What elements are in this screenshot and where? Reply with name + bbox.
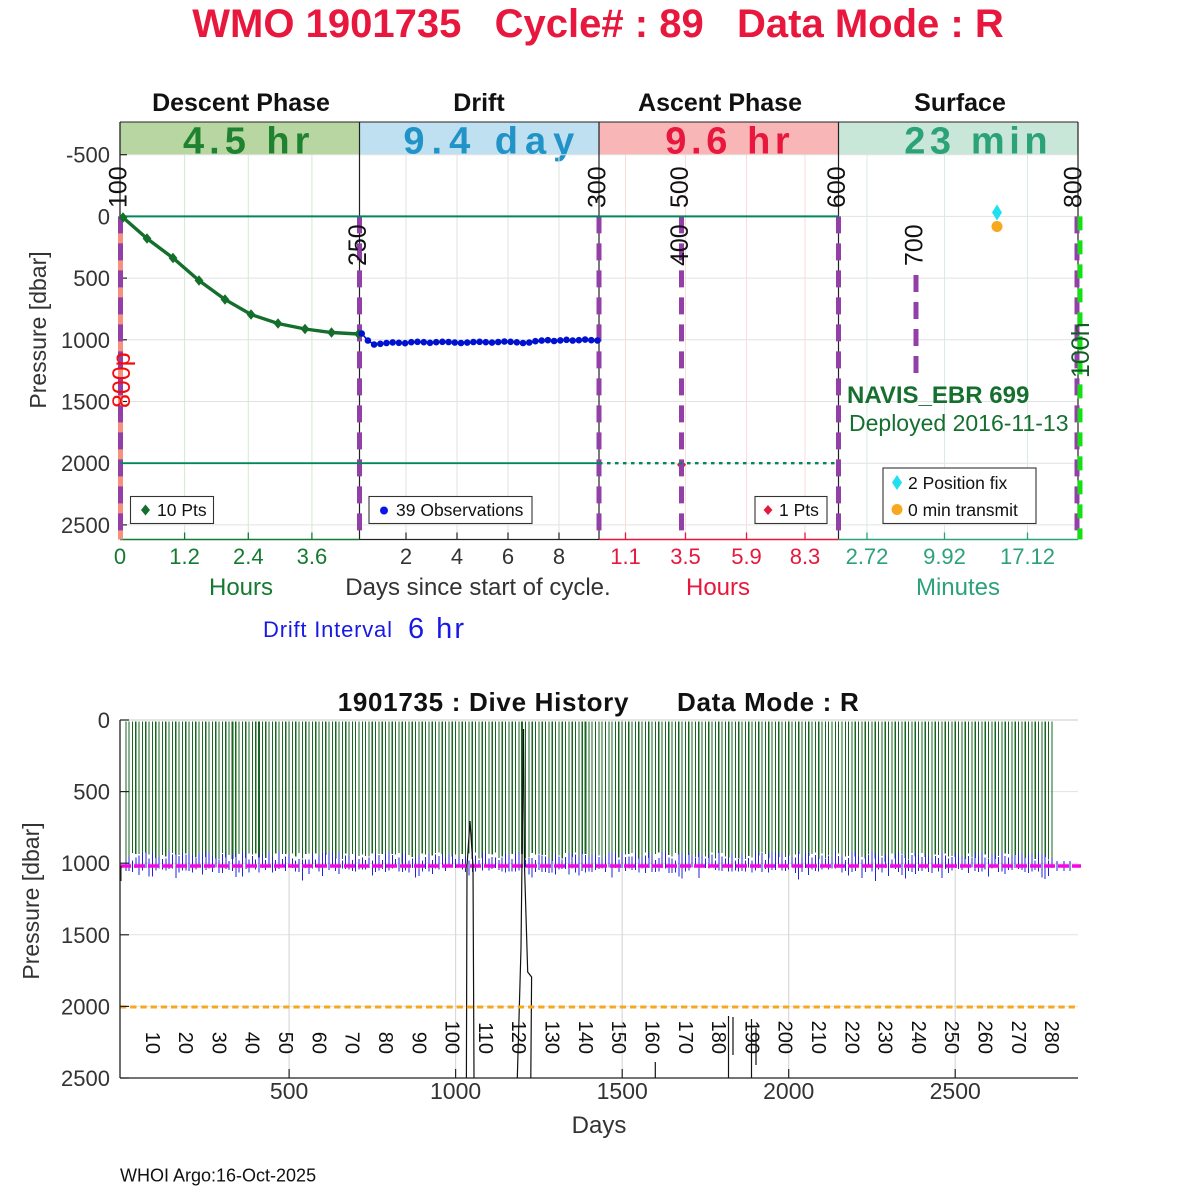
svg-text:Pressure [dbar]: Pressure [dbar]	[25, 251, 51, 408]
svg-text:1000: 1000	[430, 1078, 481, 1104]
svg-text:1901735 : Dive History: 1901735 : Dive History	[338, 687, 629, 717]
svg-text:160: 160	[641, 1021, 663, 1054]
svg-text:190: 190	[740, 1021, 762, 1054]
svg-text:1.1: 1.1	[610, 544, 641, 569]
svg-text:2 Position fix: 2 Position fix	[908, 473, 1007, 493]
svg-text:100h: 100h	[1067, 322, 1095, 378]
svg-text:0: 0	[98, 204, 110, 229]
svg-text:700: 700	[901, 224, 929, 266]
svg-text:Minutes: Minutes	[916, 574, 1000, 601]
svg-text:3.5: 3.5	[670, 544, 701, 569]
svg-text:80: 80	[374, 1032, 396, 1054]
svg-text:100: 100	[441, 1021, 463, 1054]
svg-text:250: 250	[940, 1021, 962, 1054]
svg-text:20: 20	[174, 1032, 196, 1054]
svg-text:2500: 2500	[61, 1066, 110, 1091]
svg-text:500: 500	[73, 780, 110, 805]
svg-text:23 min: 23 min	[904, 121, 1052, 163]
svg-text:110: 110	[474, 1022, 496, 1054]
svg-text:Drift: Drift	[453, 89, 505, 117]
svg-text:2000: 2000	[61, 451, 110, 476]
svg-text:Hours: Hours	[209, 574, 273, 601]
svg-text:WHOI Argo:16-Oct-2025: WHOI Argo:16-Oct-2025	[120, 1166, 316, 1186]
svg-text:800p: 800p	[108, 352, 136, 408]
svg-text:Drift Interval: Drift Interval	[263, 617, 393, 642]
svg-text:60: 60	[307, 1032, 329, 1054]
svg-text:-500: -500	[66, 143, 110, 168]
svg-text:800: 800	[1060, 166, 1088, 208]
svg-text:Days: Days	[572, 1112, 627, 1139]
svg-text:500: 500	[666, 166, 694, 208]
svg-text:6: 6	[502, 544, 514, 569]
svg-text:2500: 2500	[61, 513, 110, 538]
svg-text:260: 260	[974, 1021, 996, 1054]
svg-text:4: 4	[451, 544, 463, 569]
svg-text:100: 100	[105, 166, 133, 208]
svg-text:1500: 1500	[597, 1078, 648, 1104]
svg-text:Descent Phase: Descent Phase	[152, 89, 330, 117]
svg-text:1.2: 1.2	[169, 544, 200, 569]
svg-text:9.92: 9.92	[923, 544, 966, 569]
svg-text:4.5 hr: 4.5 hr	[183, 121, 314, 163]
svg-text:400: 400	[666, 224, 694, 266]
svg-text:Hours: Hours	[686, 574, 750, 601]
svg-text:30: 30	[207, 1032, 229, 1054]
svg-text:8.3: 8.3	[790, 544, 821, 569]
svg-text:2: 2	[400, 544, 412, 569]
svg-text:230: 230	[874, 1021, 896, 1054]
svg-text:3.6: 3.6	[297, 544, 328, 569]
svg-text:500: 500	[73, 266, 110, 291]
svg-text:Data Mode : R: Data Mode : R	[677, 687, 859, 717]
svg-text:250: 250	[344, 224, 372, 266]
svg-text:2000: 2000	[61, 994, 110, 1019]
svg-text:270: 270	[1007, 1021, 1029, 1054]
svg-text:130: 130	[541, 1021, 563, 1054]
svg-text:5.9: 5.9	[731, 544, 762, 569]
svg-text:0: 0	[98, 708, 110, 733]
svg-text:2500: 2500	[930, 1078, 981, 1104]
svg-text:1500: 1500	[61, 923, 110, 948]
svg-text:2.72: 2.72	[846, 544, 889, 569]
svg-text:1000: 1000	[61, 851, 110, 876]
svg-text:2.4: 2.4	[233, 544, 264, 569]
svg-text:Pressure [dbar]: Pressure [dbar]	[18, 822, 44, 979]
svg-text:NAVIS_EBR 699: NAVIS_EBR 699	[847, 382, 1029, 409]
svg-text:40: 40	[241, 1032, 263, 1054]
svg-text:1500: 1500	[61, 390, 110, 415]
svg-text:600: 600	[823, 166, 851, 208]
svg-text:300: 300	[584, 166, 612, 208]
svg-text:280: 280	[1040, 1021, 1062, 1054]
svg-text:1 Pts: 1 Pts	[779, 500, 819, 520]
svg-text:10 Pts: 10 Pts	[157, 500, 207, 520]
svg-text:39 Observations: 39 Observations	[396, 500, 524, 520]
svg-text:1000: 1000	[61, 328, 110, 353]
svg-text:0 min transmit: 0 min transmit	[908, 500, 1018, 520]
svg-text:240: 240	[907, 1021, 929, 1054]
svg-text:120: 120	[507, 1021, 529, 1054]
svg-text:0: 0	[114, 544, 126, 569]
svg-text:180: 180	[707, 1021, 729, 1054]
svg-text:WMO 1901735 Cycle# : 89 Da: WMO 1901735 Cycle# : 89 Data Mode : R	[192, 2, 1004, 46]
svg-text:140: 140	[574, 1021, 596, 1054]
svg-text:Ascent Phase: Ascent Phase	[638, 89, 802, 117]
svg-text:50: 50	[274, 1032, 296, 1054]
svg-text:2000: 2000	[763, 1078, 814, 1104]
svg-text:10: 10	[141, 1032, 163, 1054]
svg-text:Surface: Surface	[914, 89, 1006, 117]
svg-text:9.6 hr: 9.6 hr	[665, 121, 794, 163]
svg-text:6 hr: 6 hr	[408, 613, 466, 645]
svg-text:150: 150	[607, 1021, 629, 1054]
svg-text:17.12: 17.12	[1000, 544, 1055, 569]
svg-text:Days since start of cycle.: Days since start of cycle.	[345, 574, 610, 601]
svg-text:Deployed 2016-11-13: Deployed 2016-11-13	[849, 410, 1069, 436]
svg-text:70: 70	[341, 1032, 363, 1054]
svg-text:220: 220	[840, 1021, 862, 1054]
svg-text:8: 8	[553, 544, 565, 569]
svg-text:90: 90	[407, 1032, 429, 1054]
svg-text:200: 200	[774, 1021, 796, 1054]
svg-text:500: 500	[270, 1078, 308, 1104]
svg-text:210: 210	[807, 1021, 829, 1054]
svg-text:9.4 day: 9.4 day	[403, 121, 581, 163]
svg-text:170: 170	[674, 1021, 696, 1054]
